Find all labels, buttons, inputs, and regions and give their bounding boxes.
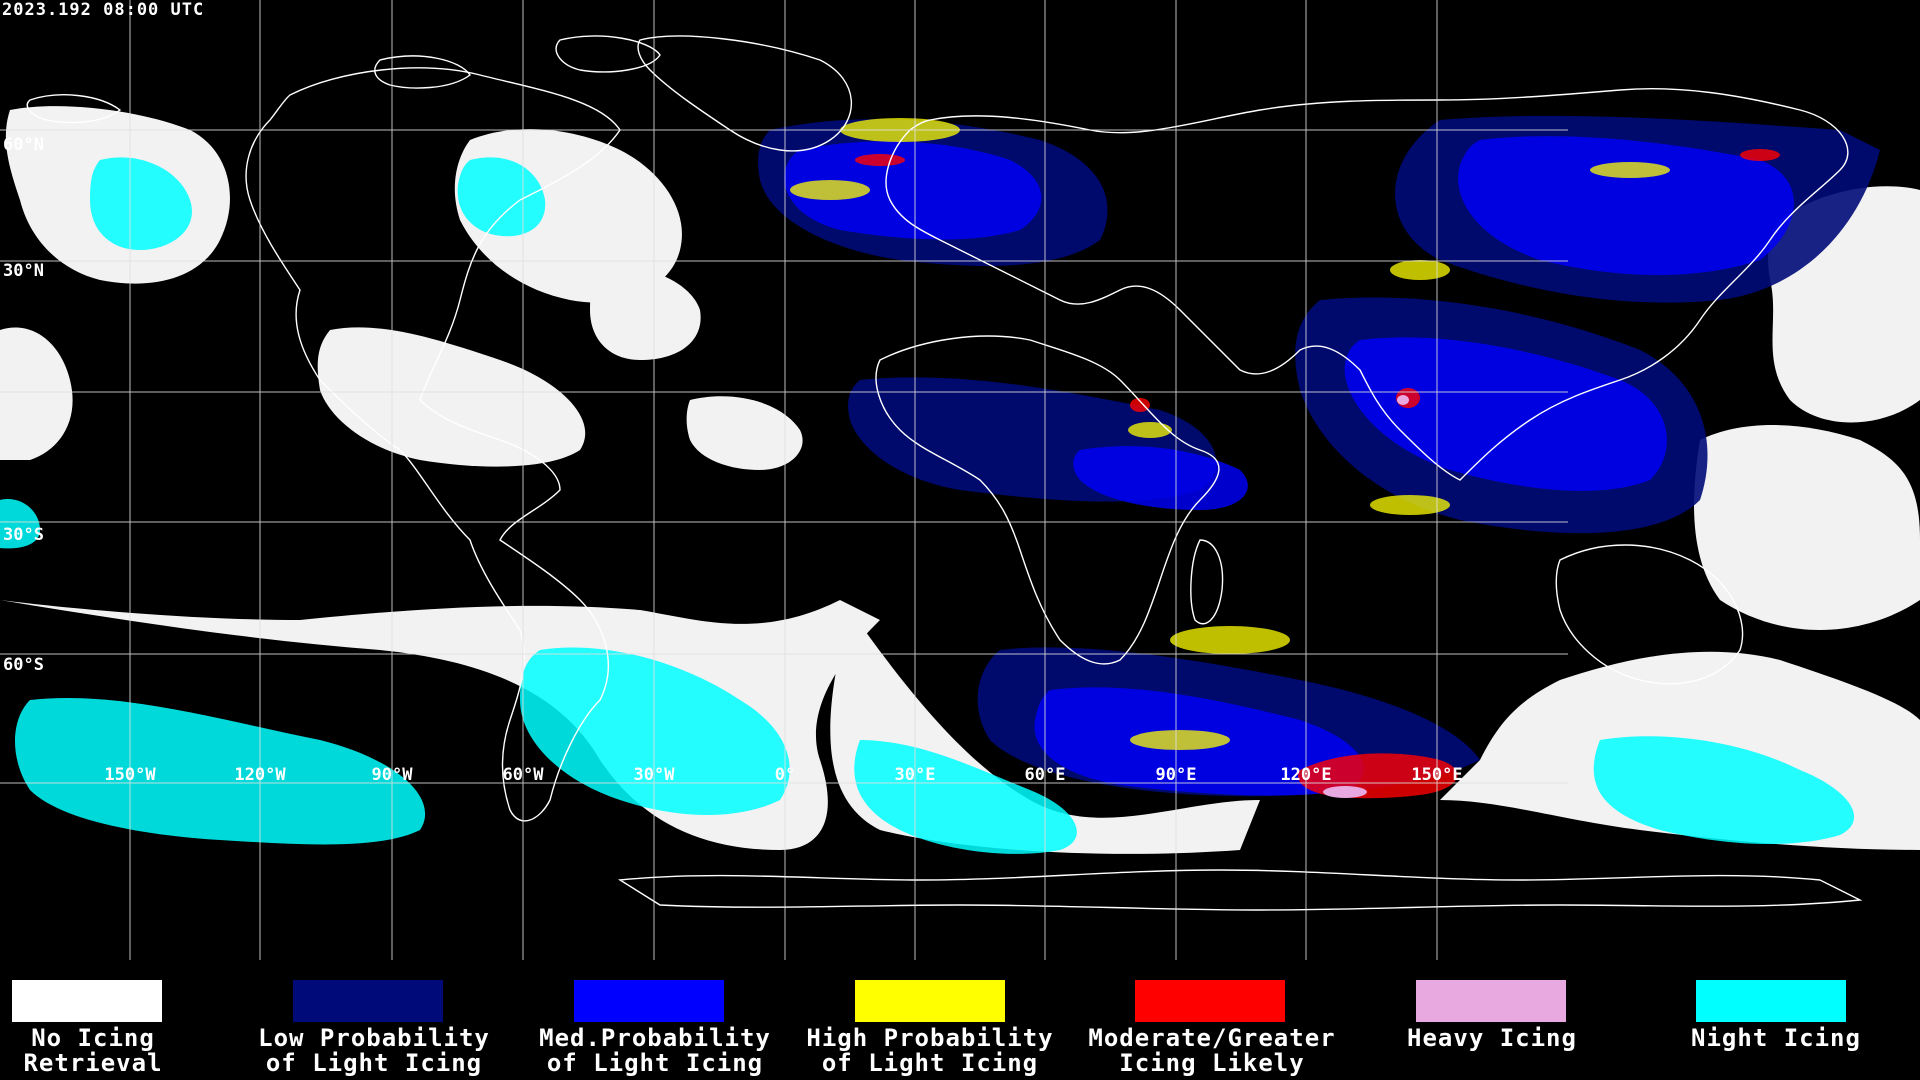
lat-label: 60°N [3,135,44,155]
coastlines [26,35,1863,911]
lon-label: 90°W [372,765,414,785]
lon-label: 150°W [104,765,156,785]
legend-swatch-high-probability [855,980,1005,1022]
timestamp: 2023.192 08:00 UTC [2,0,205,20]
lon-label: 120°E [1280,765,1331,785]
lon-label: 0° [775,765,795,785]
legend-label-moderate-greater: Moderate/Greater Icing Likely [1088,1024,1336,1077]
longitude-labels: 150°W 120°W 90°W 60°W 30°W 0° 30°E 60°E … [104,765,1462,785]
legend-swatch-night-icing [1696,980,1846,1022]
legend-label-low-probability: Low Probability of Light Icing [258,1024,490,1077]
lon-label: 90°E [1156,765,1197,785]
legend-label-no-icing: No Icing Retrieval [23,1024,163,1077]
graticule-grid [0,0,1568,960]
legend-swatch-no-icing [12,980,162,1022]
lat-label: 30°N [3,261,44,281]
lat-label: 60°S [3,655,44,675]
legend-swatch-moderate-greater [1135,980,1285,1022]
lon-label: 30°W [634,765,676,785]
heavy-icing-areas [1323,395,1409,798]
lon-label: 30°E [895,765,936,785]
lon-label: 120°W [234,765,286,785]
lon-label: 150°E [1411,765,1462,785]
legend-swatch-med-probability [574,980,724,1022]
lat-label: 30°S [3,525,44,545]
night-icing-areas [0,157,1855,854]
lon-label: 60°W [503,765,545,785]
legend-label-high-probability: High Probability of Light Icing [806,1024,1054,1077]
legend-swatch-low-probability [293,980,443,1022]
lon-label: 60°E [1025,765,1066,785]
legend-label-med-probability: Med.Probability of Light Icing [539,1024,771,1077]
legend: No Icing Retrieval Low Probability of Ligh… [0,960,1920,1080]
legend-label-night-icing: Night Icing [1691,1024,1861,1052]
legend-label-heavy-icing: Heavy Icing [1407,1024,1577,1052]
latitude-labels: 60°N 30°N 30°S 60°S [3,135,44,675]
legend-swatch-heavy-icing [1416,980,1566,1022]
high-probability-areas [790,118,1670,750]
icing-map: 150°W 120°W 90°W 60°W 30°W 0° 30°E 60°E … [0,0,1920,960]
